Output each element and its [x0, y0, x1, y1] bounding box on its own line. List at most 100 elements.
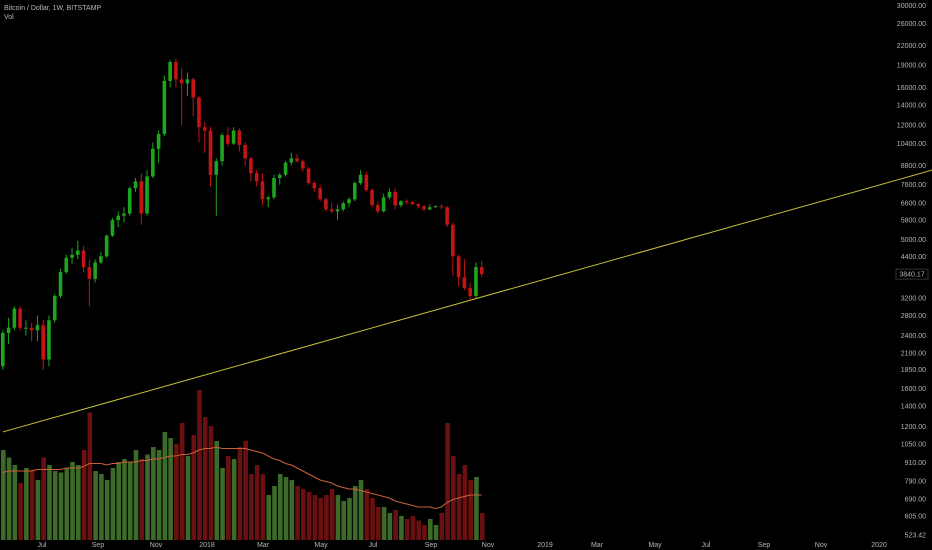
price-tick-label: 30000.00: [897, 3, 926, 10]
candle: [104, 234, 109, 258]
time-tick-label: Nov: [482, 542, 495, 549]
time-axis[interactable]: Jul Sep Nov 2018 Mar May Jul Sep Nov 2019 Mar May Ju…: [38, 542, 887, 549]
candle-body: [318, 188, 322, 200]
candle: [352, 181, 357, 202]
volume-bar: [479, 513, 485, 540]
candle-body: [35, 325, 40, 331]
volume-bar: [335, 495, 341, 540]
candle: [226, 127, 230, 147]
price-axis[interactable]: 30000.00 26000.00 22000.00 19000.00 16000.00…: [897, 3, 926, 540]
volume-bar: [139, 459, 145, 540]
volume-bar: [393, 510, 398, 540]
candle: [462, 259, 467, 291]
candle: [318, 184, 322, 202]
candlesticks: [1, 58, 484, 370]
candle: [133, 178, 138, 192]
candle-body: [324, 199, 328, 210]
volume-moving-average-line: [2, 446, 482, 510]
candle-body: [283, 162, 288, 175]
volume-bar: [202, 417, 208, 540]
candle: [35, 315, 40, 342]
candle: [468, 282, 472, 301]
candle-body: [231, 130, 236, 144]
candle: [29, 322, 34, 342]
volume-bar: [41, 457, 46, 540]
volume-bars: [1, 390, 485, 540]
volume-bar: [110, 468, 116, 540]
volume-bar: [433, 525, 439, 540]
candle-body: [277, 174, 282, 179]
volume-bar: [168, 438, 173, 540]
candle: [335, 205, 340, 221]
candle-body: [76, 250, 80, 255]
candle: [214, 158, 219, 216]
candle: [208, 127, 213, 187]
volume-bar: [358, 480, 364, 540]
volume-bar: [52, 471, 58, 540]
candle: [116, 211, 120, 228]
trendline[interactable]: [2, 169, 932, 433]
candle-body: [47, 320, 51, 360]
candle-body: [416, 204, 421, 207]
candle-body: [381, 197, 386, 212]
candle: [99, 251, 103, 264]
candle-body: [29, 327, 34, 331]
candle: [12, 306, 17, 331]
candle: [249, 156, 253, 182]
volume-bar: [174, 444, 179, 540]
time-tick-label: Sep: [92, 542, 105, 549]
candle: [254, 170, 259, 187]
price-tick-label: 12000.00: [897, 122, 926, 129]
candle: [387, 188, 392, 200]
candle-body: [410, 202, 415, 205]
price-tick-label: 14000.00: [897, 102, 926, 109]
candle-body: [266, 197, 271, 200]
candle-body: [312, 183, 317, 189]
candle-body: [306, 168, 311, 184]
price-tick-label: 22000.00: [897, 43, 926, 50]
candle: [416, 203, 421, 209]
volume-bar: [12, 465, 18, 540]
candle: [479, 260, 484, 278]
candle-body: [41, 325, 45, 360]
price-tick-label: 1600.00: [901, 386, 926, 393]
candle-body: [445, 207, 449, 225]
volume-bar: [306, 492, 312, 540]
candle: [312, 181, 317, 192]
last-price-box: [895, 268, 929, 280]
candle: [41, 320, 45, 370]
volume-bar: [35, 480, 41, 540]
candle-body: [237, 130, 242, 145]
candle: [1, 330, 5, 370]
candle: [151, 142, 155, 179]
candle: [272, 174, 276, 200]
price-tick-label: 5800.00: [901, 218, 926, 225]
volume-bar: [151, 447, 156, 540]
candle: [347, 197, 351, 208]
candle-body: [474, 267, 478, 296]
volume-bar: [456, 474, 462, 540]
candle: [474, 262, 478, 298]
candle-body: [127, 188, 132, 214]
candle-body: [243, 144, 247, 159]
candle: [301, 159, 305, 172]
candle-body: [462, 277, 467, 289]
candle: [127, 186, 132, 216]
volume-bar: [422, 525, 427, 540]
candle: [18, 306, 22, 331]
volume-bar: [18, 483, 23, 540]
candle: [289, 152, 294, 166]
volume-bar: [6, 457, 12, 540]
candle: [243, 142, 247, 166]
candle-body: [427, 207, 432, 210]
candle: [260, 173, 265, 206]
price-tick-label: 26000.00: [897, 21, 926, 28]
candle: [93, 259, 97, 283]
candle-body: [18, 308, 22, 328]
candle-body: [168, 62, 172, 81]
volume-bar: [156, 450, 162, 540]
candle: [58, 268, 63, 298]
candle: [358, 170, 363, 185]
volume-bar: [289, 480, 295, 540]
